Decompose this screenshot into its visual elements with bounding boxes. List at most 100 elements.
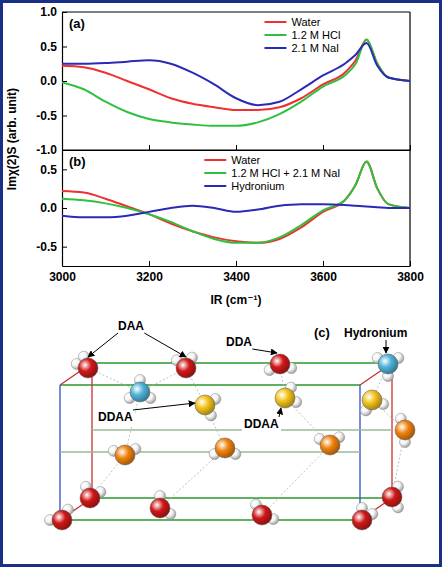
legend-label: Hydronium xyxy=(231,180,284,192)
x-tick-mark xyxy=(236,261,237,266)
oxygen-atom xyxy=(195,395,215,415)
y-tick-label: 0.0 xyxy=(40,74,57,88)
y-tick-mark xyxy=(62,47,67,48)
legend-entry: Hydronium xyxy=(204,180,284,192)
legend-label: Water xyxy=(291,16,320,28)
series-line xyxy=(62,43,410,105)
legend-entry: 1.2 M HCl + 2.1 M NaI xyxy=(204,167,340,179)
legend-swatch xyxy=(204,159,226,161)
y-tick-mark xyxy=(62,247,67,248)
label-arrow xyxy=(252,349,277,353)
molecule xyxy=(45,504,74,530)
legend-swatch xyxy=(264,34,286,36)
label-patch xyxy=(116,318,146,334)
y-tick-mark xyxy=(62,116,67,117)
oxygen-atom xyxy=(52,510,72,530)
legend: Water1.2 M HCl + 2.1 M NaIHydronium xyxy=(204,154,340,192)
x-tick-label: 3000 xyxy=(49,270,76,284)
x-tick: 3800 xyxy=(397,261,424,284)
series-line xyxy=(62,40,410,110)
panel: -0.50.00.530003200340036003800(b)Water1.… xyxy=(36,150,424,284)
diagram-label: Hydronium xyxy=(344,326,407,340)
legend-entry: 1.2 M HCl xyxy=(264,29,340,41)
y-tick-label: 0.5 xyxy=(40,163,57,177)
x-tick-mark xyxy=(62,261,63,266)
x-tick-label: 3800 xyxy=(397,270,424,284)
molecule xyxy=(361,390,389,416)
label-arrow xyxy=(386,340,387,353)
label-patch xyxy=(224,334,254,350)
y-tick: 0.5 xyxy=(40,40,67,54)
oxygen-atom xyxy=(362,390,382,410)
diagram-label: DDA xyxy=(226,335,252,349)
x-tick-mark xyxy=(149,145,150,150)
diagram-label-group: DDAA xyxy=(242,408,281,432)
hydrogen-bond xyxy=(160,448,225,508)
molecule xyxy=(382,481,404,513)
x-tick xyxy=(149,145,150,150)
oxygen-atom xyxy=(215,438,235,458)
x-axis: 30003200340036003800 xyxy=(49,261,424,284)
panel-label: (b) xyxy=(69,154,86,169)
x-tick: 3000 xyxy=(49,261,76,284)
panel: -1.0-0.50.00.51.0(a)Water1.2 M HCl2.1 M … xyxy=(36,5,410,157)
molecule xyxy=(124,375,156,404)
y-tick: 0.0 xyxy=(40,74,67,88)
legend-swatch xyxy=(204,185,226,187)
y-axis: -1.0-0.50.00.51.0 xyxy=(36,5,67,157)
oxygen-atom xyxy=(150,498,170,518)
cell-edge xyxy=(92,362,392,363)
label-arrow xyxy=(88,333,118,357)
y-axis-title: Imχ(2)S (arb. unit) xyxy=(5,88,19,190)
y-tick-label: -0.5 xyxy=(36,109,57,123)
cell-edge xyxy=(60,384,360,385)
cell-edge xyxy=(60,519,360,520)
y-tick-label: 0.5 xyxy=(40,40,57,54)
molecule xyxy=(251,499,279,525)
legend-label: 2.1 M NaI xyxy=(291,42,339,54)
y-tick-label: 0.0 xyxy=(40,201,57,215)
diagram-label: DAA xyxy=(118,319,144,333)
x-axis-title: IR (cm⁻¹) xyxy=(211,293,262,307)
x-tick-mark xyxy=(149,261,150,266)
hydrogen-bond xyxy=(262,445,330,515)
y-tick-label: -1.0 xyxy=(36,143,57,157)
legend-label: 1.2 M HCl + 2.1 M NaI xyxy=(231,167,340,179)
diagram-labels: DAADDADDAADDAAHydronium(c) xyxy=(88,318,409,432)
oxygen-atom xyxy=(275,388,295,408)
molecule xyxy=(150,491,176,520)
figure: -1.0-0.50.00.51.0(a)Water1.2 M HCl2.1 M … xyxy=(0,0,442,567)
oxygen-atom xyxy=(395,420,415,440)
label-arrow xyxy=(133,403,195,410)
oxygen-atom xyxy=(378,354,398,374)
x-tick xyxy=(236,145,237,150)
x-axis xyxy=(63,145,411,151)
oxygen-atom xyxy=(80,488,100,508)
series-line xyxy=(62,204,410,217)
legend-label: 1.2 M HCl xyxy=(291,29,340,41)
series-line xyxy=(62,162,410,243)
molecule xyxy=(395,413,415,447)
x-tick-label: 3200 xyxy=(136,270,163,284)
x-tick: 3200 xyxy=(136,261,163,284)
molecule xyxy=(275,382,302,408)
plot-area xyxy=(62,40,410,126)
legend-label: Water xyxy=(231,154,260,166)
molecule xyxy=(314,432,345,455)
x-tick-mark xyxy=(323,145,324,150)
molecule xyxy=(108,444,141,466)
y-tick-label: -0.5 xyxy=(36,240,57,254)
molecule xyxy=(195,394,221,421)
legend-entry: 2.1 M NaI xyxy=(264,42,339,54)
x-tick-mark xyxy=(62,145,63,150)
x-axis-line xyxy=(63,150,411,151)
x-tick: 3400 xyxy=(223,261,250,284)
legend: Water1.2 M HCl2.1 M NaI xyxy=(264,16,340,54)
x-tick-mark xyxy=(236,145,237,150)
frame-top xyxy=(62,149,410,150)
diagram-label: DDAA xyxy=(244,417,279,431)
label-patch xyxy=(342,325,409,341)
molecule xyxy=(372,353,404,382)
label-patch xyxy=(242,416,281,432)
y-tick: -0.5 xyxy=(36,240,67,254)
